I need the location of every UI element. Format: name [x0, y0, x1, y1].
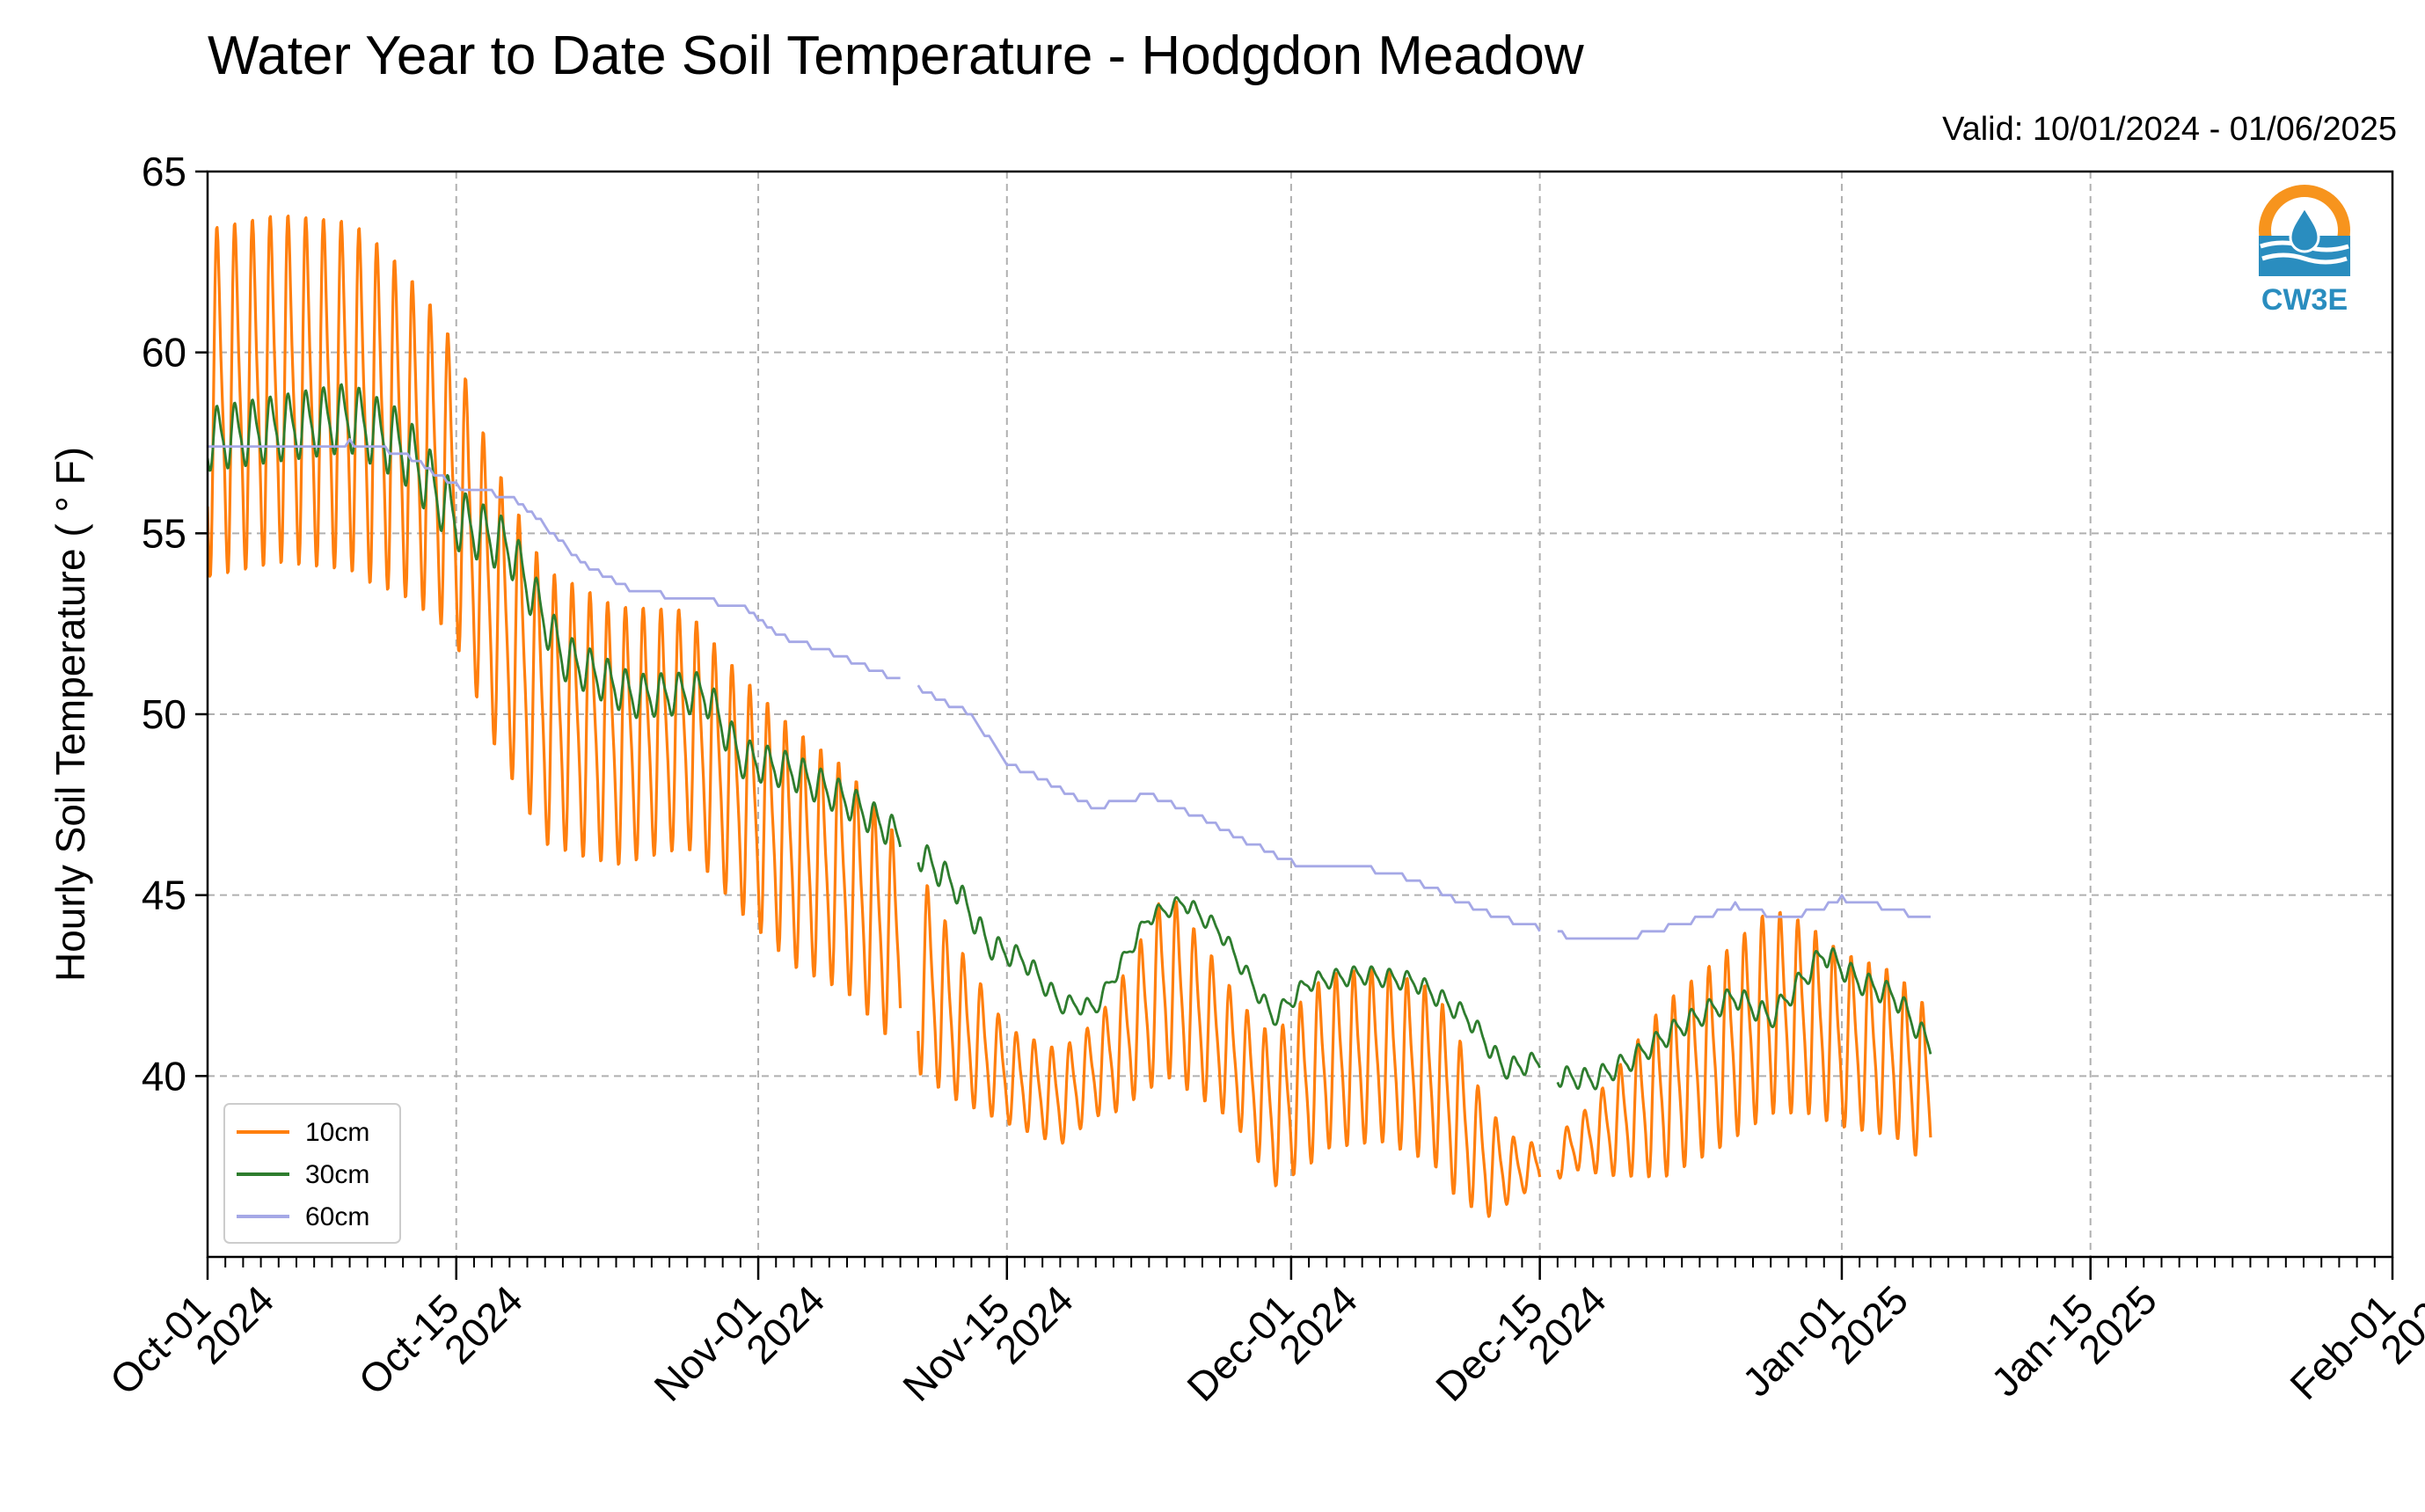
x-tick-label: Nov-012024: [645, 1249, 833, 1437]
x-tick-label: Dec-152024: [1427, 1249, 1615, 1437]
y-tick-label: 45: [142, 873, 186, 918]
x-tick-label: Dec-012024: [1178, 1249, 1366, 1437]
water-drop-icon: [2289, 205, 2320, 253]
x-tick-label: Feb-012025: [2281, 1249, 2425, 1435]
y-tick-label: 55: [142, 510, 186, 556]
series-line-60cm: [208, 438, 1931, 940]
series-line-30cm: [208, 383, 1932, 1091]
series-lines: [208, 214, 1932, 1218]
chart-title: Water Year to Date Soil Temperature - Ho…: [208, 26, 1584, 86]
x-tick-label: Oct-012024: [101, 1249, 283, 1431]
cw3e-logo: CW3E: [2259, 185, 2350, 317]
x-tick-label: Oct-152024: [349, 1249, 531, 1431]
y-tick-label: 50: [142, 691, 186, 737]
chart-subtitle: Valid: 10/01/2024 - 01/06/2025: [1942, 111, 2397, 148]
y-tick-label: 65: [142, 149, 186, 194]
legend-label-60cm: 60cm: [305, 1202, 369, 1231]
x-tick-label: Nov-152024: [894, 1249, 1082, 1437]
legend-label-30cm: 30cm: [305, 1160, 369, 1189]
legend-box: [223, 1103, 401, 1244]
y-tick-label: 60: [142, 330, 186, 376]
x-tick-label: Jan-012025: [1734, 1249, 1917, 1432]
y-tick-label: 40: [142, 1053, 186, 1099]
y-axis-label: Hourly Soil Temperature ( ° F): [47, 447, 93, 982]
logo-text: CW3E: [2261, 283, 2348, 317]
legend: 10cm 30cm 60cm: [223, 1103, 401, 1244]
x-tick-label: Jan-152025: [1983, 1249, 2166, 1432]
series-line-10cm: [208, 214, 1932, 1218]
legend-label-10cm: 10cm: [305, 1118, 369, 1147]
grid-lines: [208, 172, 2392, 1257]
plot-frame: [206, 170, 2394, 1259]
